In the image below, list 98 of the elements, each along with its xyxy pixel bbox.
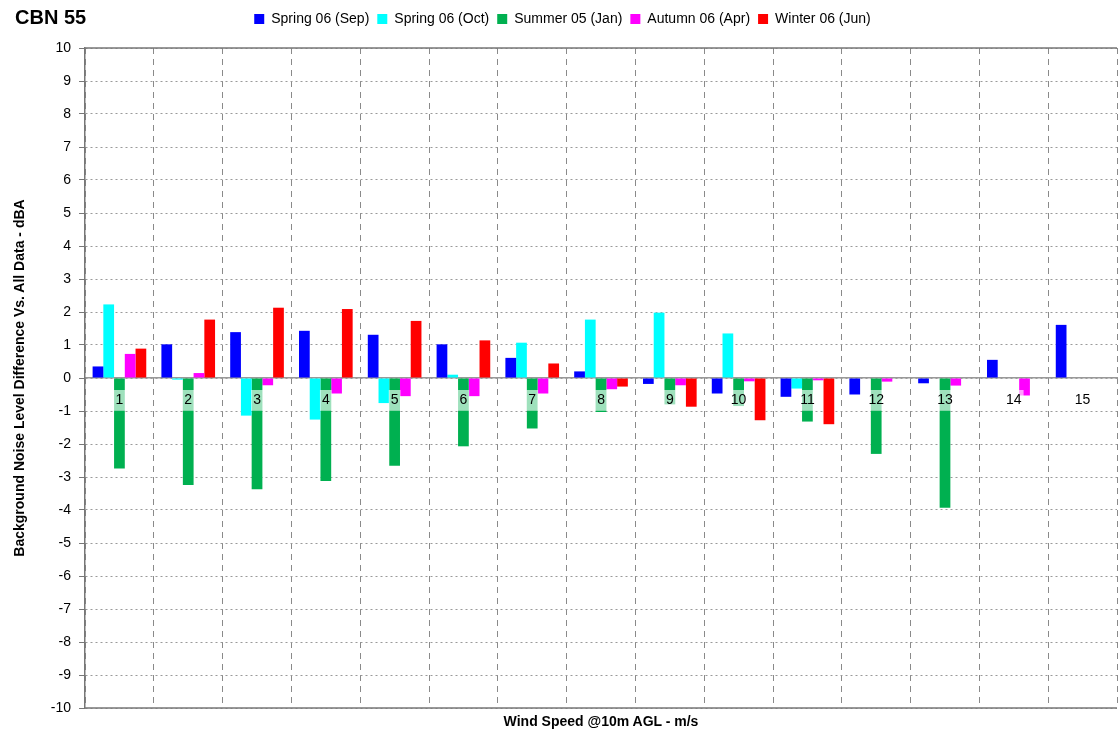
bar [341,309,353,378]
y-tick-label: 0 [63,368,72,385]
bar [378,378,390,404]
y-tick-label: 2 [63,302,72,319]
x-tick-label: 11 [800,391,815,408]
bar [309,378,321,420]
y-tick-label: -8 [58,632,72,649]
bar [986,359,998,378]
bar [950,378,962,386]
bar [823,378,835,425]
legend-label: Autumn 06 (Apr) [647,9,751,26]
x-tick-label: 12 [868,391,885,408]
bar [791,378,803,389]
bar [870,378,882,454]
chart-title: CBN 55 [15,6,87,29]
y-tick-label: -6 [58,566,72,583]
legend-label: Summer 05 (Jan) [514,9,623,26]
x-tick-label: 10 [730,391,747,408]
y-tick-label: -5 [58,533,72,550]
bar [161,344,173,378]
bar [92,366,104,378]
bar [537,378,549,394]
bar [367,334,379,378]
bar [526,378,538,429]
y-tick-label: -3 [58,467,72,484]
y-tick-label: 4 [63,236,72,253]
bar [240,378,252,416]
legend-label: Winter 06 (Jun) [775,9,871,26]
bar [574,371,585,378]
bar [447,374,459,378]
bar [849,378,861,395]
legend-label: Spring 06 (Oct) [394,9,490,26]
y-tick-label: -1 [58,401,72,418]
y-tick-label: 3 [63,269,72,286]
bar [685,378,697,407]
bar [251,378,263,490]
y-tick-label: 9 [63,71,72,88]
bar [675,378,686,386]
bar [617,378,628,387]
y-tick-label: 10 [55,38,72,55]
x-tick-label: 5 [390,391,399,408]
x-tick-label: 2 [184,391,193,408]
bar [722,333,734,378]
bar [516,342,527,378]
y-tick-label: 6 [63,170,72,187]
bar [124,353,136,378]
bar [193,373,205,378]
bar [468,378,480,397]
bar [320,378,332,481]
x-tick-label: 7 [528,391,537,408]
bar [458,378,469,447]
bar [230,332,241,378]
bar [548,363,560,378]
bar [135,348,147,378]
x-tick-label: 4 [321,391,330,408]
bar [436,344,448,378]
bar [780,378,792,397]
bar [204,319,216,378]
bar [399,378,411,397]
x-tick-label: 15 [1074,391,1091,408]
bar [1055,324,1067,378]
y-tick-label: -2 [58,434,72,451]
y-tick-label: 5 [63,203,72,220]
bar [606,378,618,390]
bar [103,304,115,378]
y-tick-label: 1 [63,335,72,352]
bar [505,357,517,378]
x-tick-label: 9 [665,391,674,408]
bar [273,307,284,378]
bar [331,378,342,394]
bar [389,378,400,466]
bar [479,340,491,378]
y-tick-label: 8 [63,104,72,121]
x-tick-label: 14 [1006,391,1022,408]
bar [653,312,665,378]
y-tick-label: -9 [58,665,72,682]
bar [299,330,310,378]
x-tick-label: 13 [937,391,953,408]
bar [182,378,194,485]
x-axis-title: Wind Speed @10m AGL - m/s [502,713,700,729]
bar [642,378,654,384]
y-tick-label: -7 [58,599,72,616]
bar [262,378,274,386]
x-tick-label: 6 [459,391,468,408]
bar [584,319,596,378]
y-axis-title: Background Noise Level Difference Vs. All Data - dBA [11,199,28,557]
legend-label: Spring 06 (Sep) [271,9,370,26]
bar [410,320,422,378]
bar [1019,378,1030,396]
x-tick-label: 3 [253,391,262,408]
bar [754,378,766,421]
x-tick-label: 1 [115,391,124,408]
x-tick-label: 8 [597,391,606,408]
bar [114,378,125,469]
y-tick-label: -10 [50,698,72,715]
bar [711,378,723,394]
y-tick-label: -4 [58,500,72,517]
y-tick-label: 7 [63,137,72,154]
